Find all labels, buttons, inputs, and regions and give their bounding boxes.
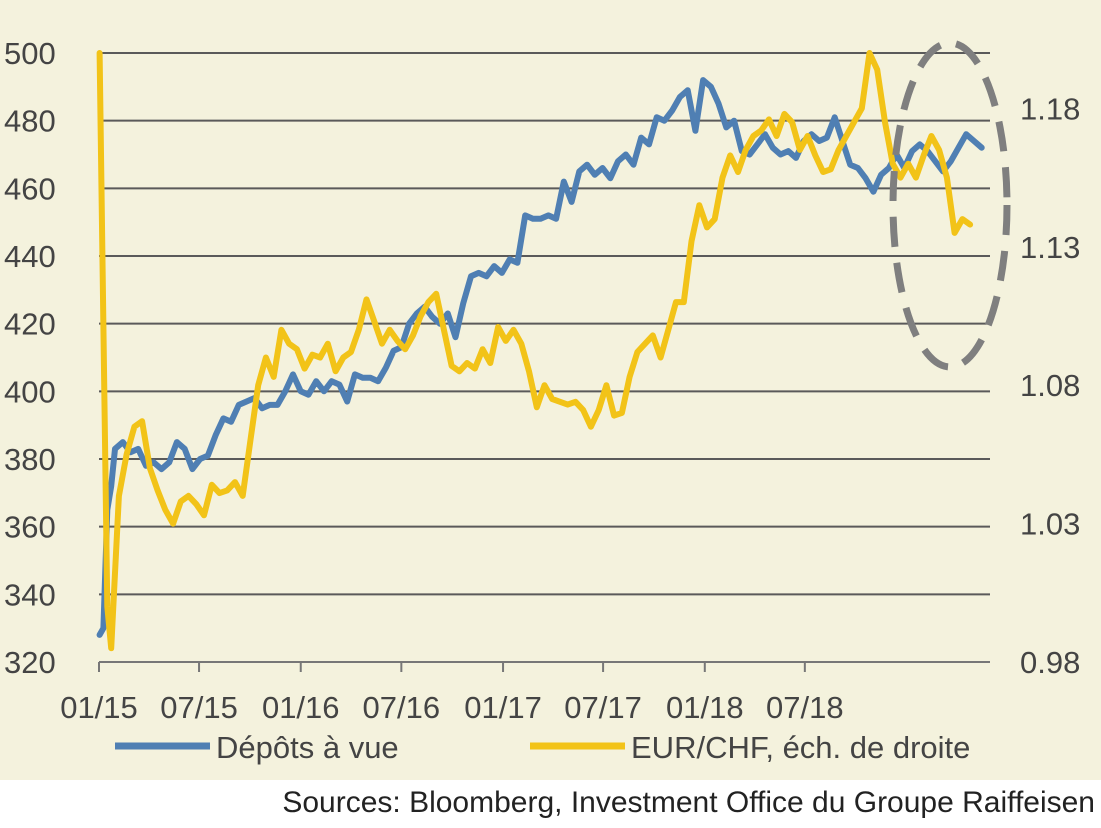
y-axis-right-labels: 0.98 1.03 1.08 1.13 1.18 [1020, 91, 1080, 680]
chart-svg: 01/15 07/15 01/16 07/16 01/17 07/17 01/18 07/18… [0, 0, 1101, 780]
y-left-tick-label: 500 [4, 36, 56, 71]
x-tick-label: 01/16 [262, 690, 340, 725]
y-left-tick-label: 480 [4, 104, 56, 139]
y-left-tick-label: 380 [4, 442, 56, 477]
footer: Sources: Bloomberg, Investment Office du… [0, 780, 1101, 828]
x-axis: 01/15 07/15 01/16 07/16 01/17 07/17 01/18 07/18 [60, 661, 990, 725]
y-left-tick-label: 420 [4, 307, 56, 342]
y-left-tick-label: 400 [4, 374, 56, 409]
y-right-tick-label: 1.13 [1020, 230, 1080, 265]
y-left-tick-label: 340 [4, 577, 56, 612]
legend-label-depots: Dépôts à vue [216, 730, 399, 765]
y-left-tick-label: 360 [4, 510, 56, 545]
x-tick-label: 01/17 [464, 690, 542, 725]
x-tick-label: 01/15 [60, 690, 138, 725]
y-right-tick-label: 1.08 [1020, 368, 1080, 403]
y-left-tick-label: 460 [4, 171, 56, 206]
source-note: Sources: Bloomberg, Investment Office du… [282, 786, 1095, 819]
y-left-tick-label: 320 [4, 645, 56, 680]
y-right-tick-label: 1.18 [1020, 91, 1080, 126]
legend-label-eurchf: EUR/CHF, éch. de droite [631, 730, 970, 765]
y-right-tick-label: 0.98 [1020, 645, 1080, 680]
highlight-ellipse [889, 39, 1011, 371]
series-line-eurchf [96, 50, 974, 652]
series-lines [96, 50, 985, 652]
x-tick-label: 07/16 [363, 690, 441, 725]
x-tick-label: 07/18 [766, 690, 844, 725]
series-line-depots [96, 77, 985, 638]
legend: Dépôts à vue EUR/CHF, éch. de droite [115, 730, 970, 765]
x-tick-label: 07/17 [564, 690, 642, 725]
x-tick-label: 07/15 [160, 690, 238, 725]
y-right-tick-label: 1.03 [1020, 507, 1080, 542]
chart-area: 01/15 07/15 01/16 07/16 01/17 07/17 01/18 07/18… [0, 0, 1101, 780]
x-tick-label: 01/18 [666, 690, 744, 725]
y-axis-left-labels: 320 340 360 380 400 420 440 460 480 500 [4, 36, 56, 680]
y-left-tick-label: 440 [4, 239, 56, 274]
